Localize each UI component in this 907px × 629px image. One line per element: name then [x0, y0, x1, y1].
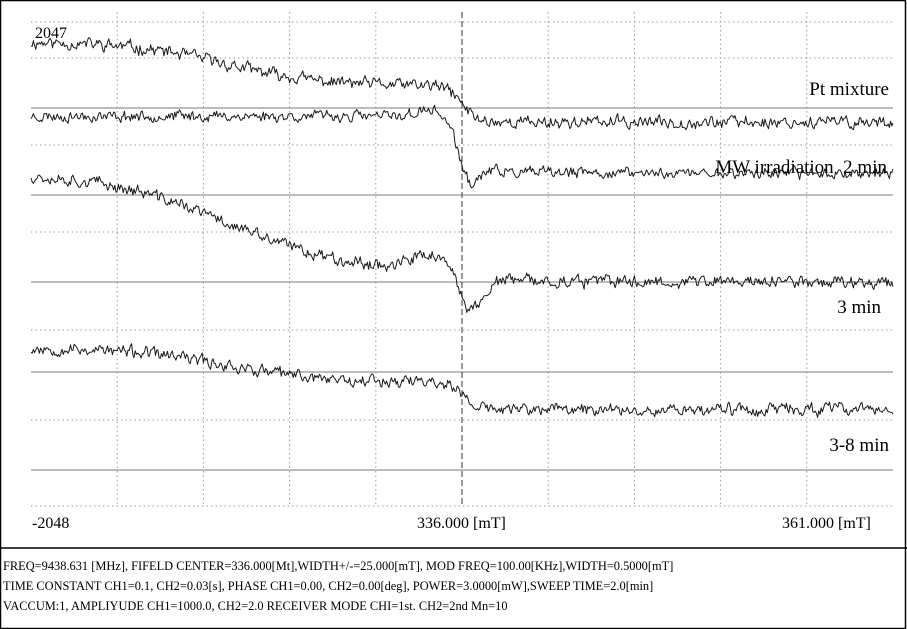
acquisition-parameters: FREQ=9438.631 [MHz], FIFELD CENTER=336.0…	[3, 556, 903, 616]
y-top-label: 2047	[35, 25, 67, 42]
series-line-4	[30, 343, 894, 418]
y-bottom-label: -2048	[32, 515, 70, 532]
series-label-3min: 3 min	[837, 297, 881, 318]
series-label-pt-mixture: Pt mixture	[809, 79, 889, 100]
series-label-3-8min: 3-8 min	[829, 435, 889, 456]
series-label-mw-2min: MW irradiation 2 min	[715, 157, 887, 178]
grid-lines	[31, 12, 893, 507]
params-line-3: VACCUM:1, AMPLIYUDE CH1=1000.0, CH2=2.0 …	[3, 599, 508, 614]
x-right-tick-label: 361.000 [mT]	[782, 515, 871, 532]
series-line-2	[30, 104, 894, 189]
params-line-1: FREQ=9438.631 [MHz], FIFELD CENTER=336.0…	[3, 559, 674, 573]
params-line-2: TIME CONSTANT CH1=0.1, CH2=0.03[s], PHAS…	[3, 579, 654, 594]
spectrum-traces	[30, 37, 894, 418]
series-line-3	[30, 174, 894, 313]
series-line-1	[30, 37, 894, 131]
x-center-tick-label: 336.000 [mT]	[417, 515, 506, 532]
